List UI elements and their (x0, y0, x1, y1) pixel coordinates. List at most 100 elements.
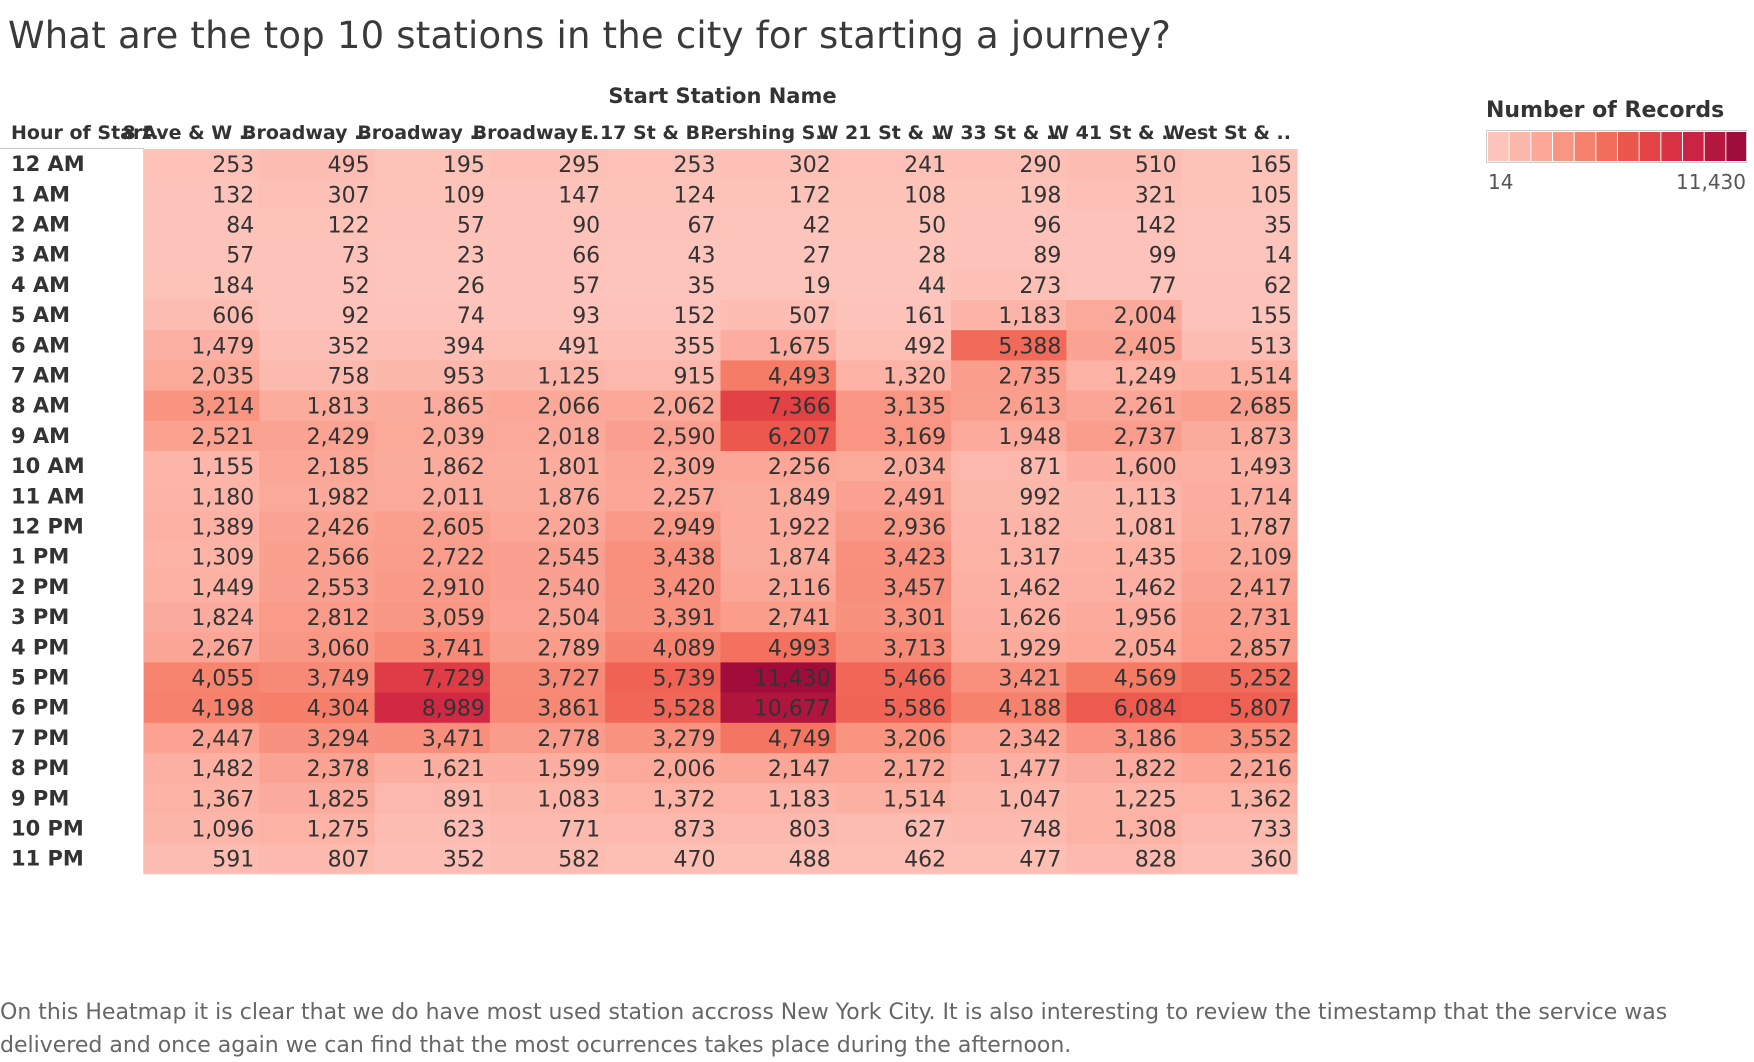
heatmap-cell (951, 571, 1067, 603)
heatmap-cell (259, 753, 376, 784)
heatmap-cell (489, 722, 606, 754)
cell-value: 582 (558, 848, 600, 873)
cell-value: 14 (1264, 244, 1292, 269)
heatmap-cell (374, 149, 491, 180)
cell-value: 828 (1135, 848, 1177, 873)
cell-value: 2,605 (422, 516, 485, 541)
cell-value: 1,982 (307, 485, 370, 510)
cell-value: 2,417 (1229, 576, 1292, 601)
cell-value: 2,147 (768, 757, 831, 782)
column-label: West St & .. (1164, 122, 1291, 144)
heatmap-cell (1181, 662, 1298, 694)
cell-value: 73 (342, 244, 370, 269)
heatmap-cell (489, 209, 606, 241)
legend-swatch (1553, 132, 1574, 161)
row-label: 12 AM (11, 152, 85, 176)
cell-value: 84 (226, 214, 254, 239)
cell-value: 2,521 (191, 425, 254, 450)
cell-value: 1,479 (191, 334, 254, 359)
cell-value: 733 (1250, 818, 1292, 843)
heatmap-cell (144, 390, 260, 422)
heatmap-cell (605, 481, 722, 512)
cell-value: 352 (328, 334, 370, 359)
cell-value: 142 (1135, 214, 1177, 239)
cell-value: 2,447 (191, 727, 254, 752)
heatmap-cell (259, 692, 376, 724)
cell-value: 2,004 (1114, 304, 1177, 329)
heatmap-cell (951, 511, 1067, 543)
cell-value: 74 (457, 304, 485, 329)
cell-value: 3,301 (883, 606, 946, 631)
cell-value: 2,553 (307, 576, 370, 601)
cell-value: 3,135 (883, 395, 946, 420)
cell-value: 1,225 (1114, 787, 1177, 812)
cell-value: 2,936 (883, 516, 946, 541)
row-label: 9 AM (11, 424, 70, 448)
heatmap-cell (259, 783, 376, 814)
heatmap-cell (951, 420, 1067, 452)
cell-value: 1,865 (422, 395, 485, 420)
cell-value: 3,421 (998, 667, 1061, 692)
heatmap-cell (835, 179, 952, 210)
cell-value: 253 (212, 153, 254, 178)
heatmap-cell (605, 300, 722, 331)
row-label: 7 AM (11, 364, 70, 388)
cell-value: 4,198 (191, 697, 254, 722)
cell-value: 57 (572, 274, 600, 299)
heatmap-cell (1181, 511, 1298, 543)
heatmap-cell (605, 662, 722, 694)
cell-value: 3,279 (653, 727, 716, 752)
heatmap-cell (489, 451, 606, 482)
heatmap-cell (1066, 390, 1183, 422)
cell-value: 2,054 (1114, 636, 1177, 661)
cell-value: 44 (918, 274, 946, 299)
cell-value: 1,308 (1114, 818, 1177, 843)
cell-value: 1,362 (1229, 787, 1292, 812)
heatmap-cell (720, 420, 837, 452)
heatmap-cell (1181, 722, 1298, 754)
cell-value: 1,787 (1229, 516, 1292, 541)
cell-value: 109 (443, 183, 485, 208)
cell-value: 66 (572, 244, 600, 269)
heatmap-cell (720, 692, 837, 724)
heatmap-cell (951, 481, 1067, 512)
cell-value: 4,055 (191, 667, 254, 692)
cell-value: 52 (342, 274, 370, 299)
cell-value: 241 (904, 153, 946, 178)
heatmap-cell (1181, 390, 1298, 422)
cell-value: 3,741 (422, 636, 485, 661)
cell-value: 2,109 (1229, 546, 1292, 571)
heatmap-cell (1066, 239, 1183, 271)
cell-value: 273 (1019, 274, 1061, 299)
heatmap-cell (374, 571, 491, 603)
cell-value: 90 (572, 214, 600, 239)
heatmap-cell (259, 632, 376, 663)
cell-value: 1,372 (653, 787, 716, 812)
cell-value: 2,741 (768, 606, 831, 631)
cell-value: 290 (1019, 153, 1061, 178)
cell-value: 1,320 (883, 365, 946, 390)
heatmap-cell (1181, 692, 1298, 724)
heatmap-cell (374, 511, 491, 543)
heatmap-cell (720, 662, 837, 694)
heatmap-cell (835, 390, 952, 422)
heatmap-cell (835, 692, 952, 724)
heatmap-cell (835, 269, 952, 301)
heatmap-cell (605, 511, 722, 543)
cell-value: 2,342 (998, 727, 1061, 752)
heatmap-cell (259, 179, 376, 210)
heatmap-cell (720, 451, 837, 482)
heatmap-cell (1181, 420, 1298, 452)
cell-value: 3,438 (653, 546, 716, 571)
heatmap-cell (489, 571, 606, 603)
heatmap-cell (489, 602, 606, 633)
heatmap-cell (835, 843, 952, 875)
heatmap-cell (605, 179, 722, 210)
heatmap-cell (835, 209, 952, 241)
heatmap-cell (1066, 662, 1183, 694)
cell-value: 1,155 (191, 455, 254, 480)
cell-value: 1,389 (191, 516, 254, 541)
cell-value: 2,491 (883, 485, 946, 510)
cell-value: 2,812 (307, 606, 370, 631)
heatmap-cell (1066, 541, 1183, 573)
